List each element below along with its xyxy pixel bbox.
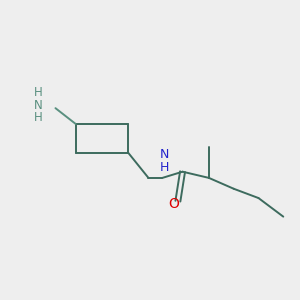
Text: O: O (168, 197, 179, 211)
Text: H
N
H: H N H (34, 86, 43, 124)
Text: N
H: N H (159, 148, 169, 174)
